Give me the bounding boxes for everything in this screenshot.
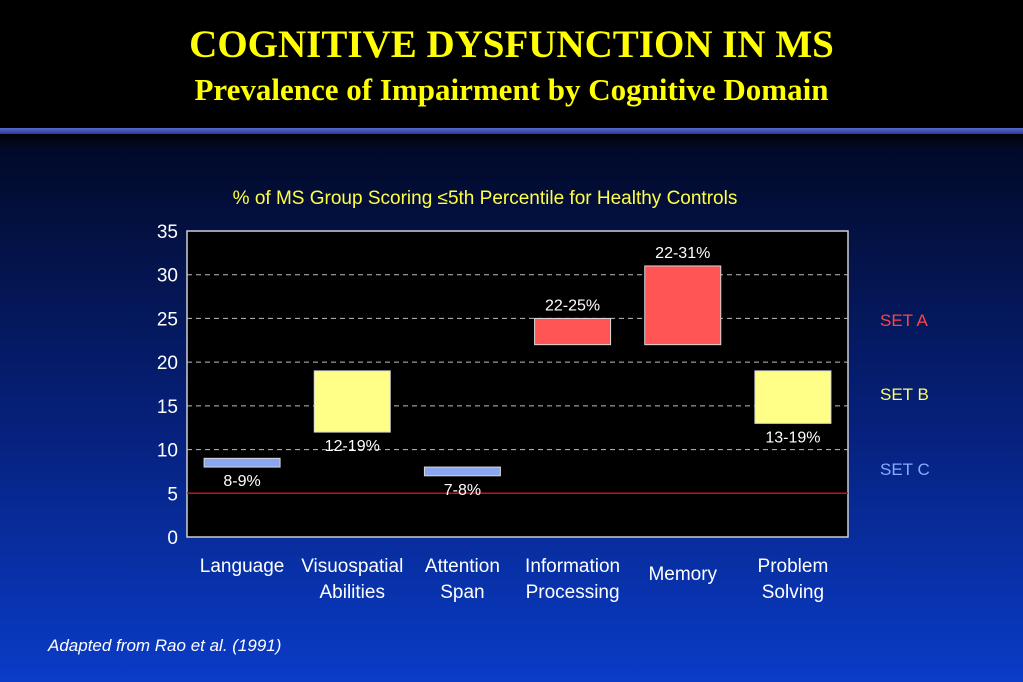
range-label: 8-9% bbox=[223, 473, 260, 490]
y-tick-label: 25 bbox=[157, 309, 178, 330]
y-tick-label: 20 bbox=[157, 353, 178, 374]
range-label: 7-8% bbox=[444, 482, 481, 499]
y-tick-label: 5 bbox=[167, 484, 178, 505]
range-bar bbox=[423, 466, 501, 477]
range-bar bbox=[644, 265, 722, 346]
range-bar bbox=[534, 317, 612, 346]
plot-area bbox=[186, 230, 849, 538]
legend-set-b: SET B bbox=[880, 385, 929, 404]
slide-title: COGNITIVE DYSFUNCTION IN MS bbox=[189, 23, 834, 66]
legend-set-a: SET A bbox=[880, 311, 928, 330]
range-label: 13-19% bbox=[765, 429, 820, 446]
y-tick-label: 10 bbox=[157, 441, 178, 462]
y-tick-label: 35 bbox=[157, 222, 178, 243]
range-label: 22-31% bbox=[655, 245, 710, 262]
slide-subtitle: Prevalence of Impairment by Cognitive Do… bbox=[194, 72, 829, 107]
x-category-label: Abilities bbox=[320, 582, 385, 603]
x-category-label: Visuospatial bbox=[301, 556, 403, 577]
x-category-label: Information bbox=[525, 556, 620, 577]
slide-header: COGNITIVE DYSFUNCTION IN MS Prevalence o… bbox=[0, 0, 1023, 128]
x-category-label: Problem bbox=[758, 556, 829, 577]
y-tick-label: 30 bbox=[157, 266, 178, 287]
range-bar bbox=[313, 370, 391, 433]
x-category-label: Solving bbox=[762, 582, 824, 603]
range-label: 22-25% bbox=[545, 297, 600, 314]
x-category-label: Memory bbox=[648, 564, 717, 585]
x-category-label: Attention bbox=[425, 556, 500, 577]
x-category-label: Span bbox=[440, 582, 484, 603]
y-tick-label: 15 bbox=[157, 397, 178, 418]
source-citation: Adapted from Rao et al. (1991) bbox=[48, 636, 282, 655]
chart-title: % of MS Group Scoring ≤5th Percentile fo… bbox=[232, 188, 738, 209]
range-bar bbox=[203, 457, 281, 468]
x-category-label: Processing bbox=[526, 582, 620, 603]
legend-set-c: SET C bbox=[880, 460, 930, 479]
range-bar bbox=[754, 370, 832, 424]
range-label: 12-19% bbox=[325, 438, 380, 455]
x-category-label: Language bbox=[200, 556, 285, 577]
header-divider bbox=[0, 128, 1023, 134]
y-tick-label: 0 bbox=[167, 528, 178, 549]
